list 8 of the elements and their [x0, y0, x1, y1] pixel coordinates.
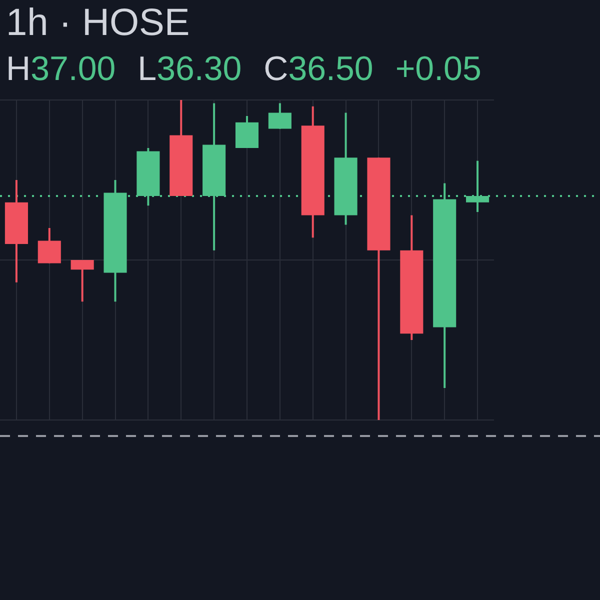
text: L36.30 [138, 50, 242, 88]
chart-title: 1h · HOSE [6, 2, 190, 45]
candlestick [268, 102, 292, 130]
candlestick [70, 259, 94, 303]
text: H37.00 [6, 50, 116, 88]
text: +0.05 [395, 50, 482, 88]
text: C36.50 [264, 50, 374, 88]
candlestick [38, 227, 61, 264]
